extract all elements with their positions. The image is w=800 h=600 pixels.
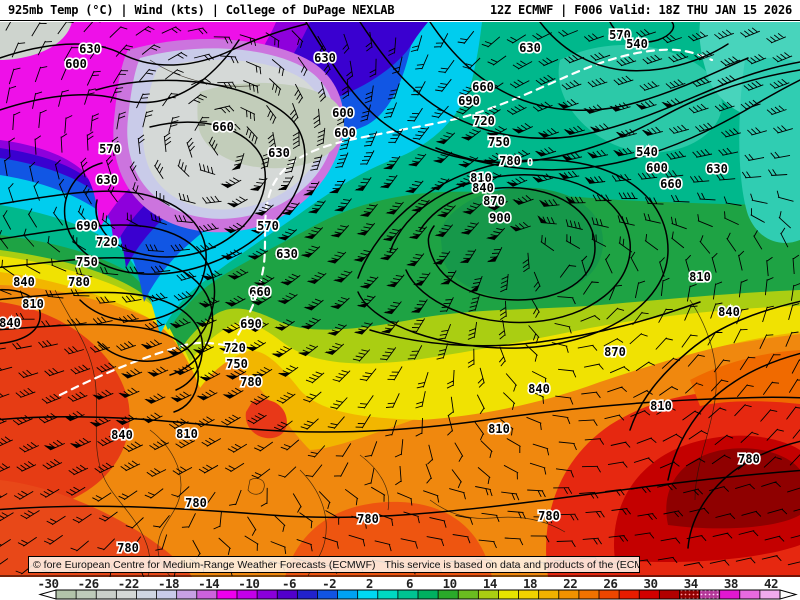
map-area: 630 600 630 600 600 660 630 570 630 690 720 750 780 8… — [0, 16, 800, 584]
svg-text:630: 630 — [276, 247, 298, 261]
svg-text:840: 840 — [13, 275, 35, 289]
colorbar-tick-labels: -30 -26 -22 -18 -14 -10 -6 -2 2 6 10 14 18 22 26 30 34 38… — [0, 576, 800, 591]
colorbar-tick-label: -18 — [157, 576, 180, 591]
svg-text:630: 630 — [96, 173, 118, 187]
svg-text:660: 660 — [660, 177, 682, 191]
svg-text:630: 630 — [706, 162, 728, 176]
svg-text:780: 780 — [68, 275, 90, 289]
svg-text:600: 600 — [646, 161, 668, 175]
svg-text:630: 630 — [519, 41, 541, 55]
svg-text:540: 540 — [626, 37, 648, 51]
colorbar-area: -30 -26 -22 -18 -14 -10 -6 -2 2 6 10 14 18 22 26 30 34 38… — [0, 576, 800, 600]
svg-text:690: 690 — [240, 317, 262, 331]
svg-text:660: 660 — [472, 80, 494, 94]
colorbar-tick-label: 6 — [406, 576, 414, 591]
svg-text:570: 570 — [257, 219, 279, 233]
svg-text:660: 660 — [249, 285, 271, 299]
colorbar-tick-label: -22 — [117, 576, 140, 591]
svg-text:840: 840 — [0, 316, 21, 330]
copyright-text: © fore European Centre for Medium-Range … — [33, 558, 376, 571]
svg-text:780: 780 — [499, 154, 521, 168]
colorbar-tick-label: 34 — [683, 576, 699, 591]
svg-text:600: 600 — [332, 106, 354, 120]
colorbar-tick-label: 26 — [603, 576, 618, 591]
svg-text:720: 720 — [473, 114, 495, 128]
colorbar-tick-label: 10 — [442, 576, 458, 591]
svg-text:840: 840 — [111, 428, 133, 442]
svg-text:870: 870 — [604, 345, 626, 359]
svg-text:660: 660 — [212, 120, 234, 134]
svg-text:690: 690 — [458, 94, 480, 108]
svg-text:720: 720 — [224, 341, 246, 355]
colorbar-tick-label: 42 — [764, 576, 779, 591]
svg-text:840: 840 — [718, 305, 740, 319]
colorbar-svg — [38, 589, 798, 600]
svg-text:750: 750 — [488, 135, 510, 149]
svg-text:630: 630 — [314, 51, 336, 65]
svg-text:810: 810 — [470, 171, 492, 185]
svg-text:600: 600 — [334, 126, 356, 140]
svg-text:780: 780 — [538, 509, 560, 523]
svg-text:810: 810 — [22, 297, 44, 311]
svg-text:570: 570 — [609, 28, 631, 42]
colorbar-tick-label: -30 — [37, 576, 59, 591]
colorbar-tick-label: 30 — [643, 576, 659, 591]
svg-text:810: 810 — [650, 399, 672, 413]
svg-text:840: 840 — [528, 382, 550, 396]
title-bar: 925mb Temp (°C) | Wind (kts) | College o… — [0, 0, 800, 21]
svg-text:840: 840 — [472, 181, 494, 195]
service-text: This service is based on data and produc… — [384, 558, 640, 571]
svg-text:780: 780 — [738, 452, 760, 466]
svg-text:0: 0 — [250, 291, 257, 304]
colorbar-tick-label: 2 — [365, 576, 374, 591]
svg-text:0: 0 — [527, 156, 534, 169]
colorbar-tick-label: 22 — [563, 576, 578, 591]
colorbar-tick-label: 14 — [482, 576, 498, 591]
svg-text:630: 630 — [79, 42, 101, 56]
model-run-valid-time: 12Z ECMWF | F006 Valid: 18Z THU JAN 15 2… — [489, 3, 792, 17]
colorbar-tick-label: 18 — [523, 576, 538, 591]
svg-text:780: 780 — [117, 541, 139, 555]
svg-text:690: 690 — [76, 219, 98, 233]
svg-text:600: 600 — [65, 57, 87, 71]
svg-text:750: 750 — [76, 255, 98, 269]
svg-text:870: 870 — [483, 194, 505, 208]
colorbar-tick-label: -14 — [198, 576, 220, 591]
svg-text:810: 810 — [689, 270, 711, 284]
colorbar-tick-label: -26 — [77, 576, 100, 591]
product-title: 925mb Temp (°C) | Wind (kts) | College o… — [8, 3, 395, 17]
colorbar-tick-label: -2 — [322, 576, 337, 591]
svg-text:540: 540 — [636, 145, 658, 159]
svg-text:630: 630 — [268, 146, 290, 160]
svg-text:780: 780 — [357, 512, 379, 526]
colorbar-tick-label: -10 — [238, 576, 260, 591]
colorbar-tick-label: 38 — [723, 576, 739, 591]
svg-text:570: 570 — [99, 142, 121, 156]
svg-text:810: 810 — [488, 422, 510, 436]
colorbar-tick-label: -6 — [281, 576, 297, 591]
copyright-attribution-bar: © fore European Centre for Medium-Range … — [28, 556, 640, 573]
svg-text:780: 780 — [240, 375, 262, 389]
svg-text:720: 720 — [96, 235, 118, 249]
svg-text:810: 810 — [176, 427, 198, 441]
svg-text:900: 900 — [489, 211, 511, 225]
svg-text:780: 780 — [185, 496, 207, 510]
svg-text:750: 750 — [226, 357, 248, 371]
